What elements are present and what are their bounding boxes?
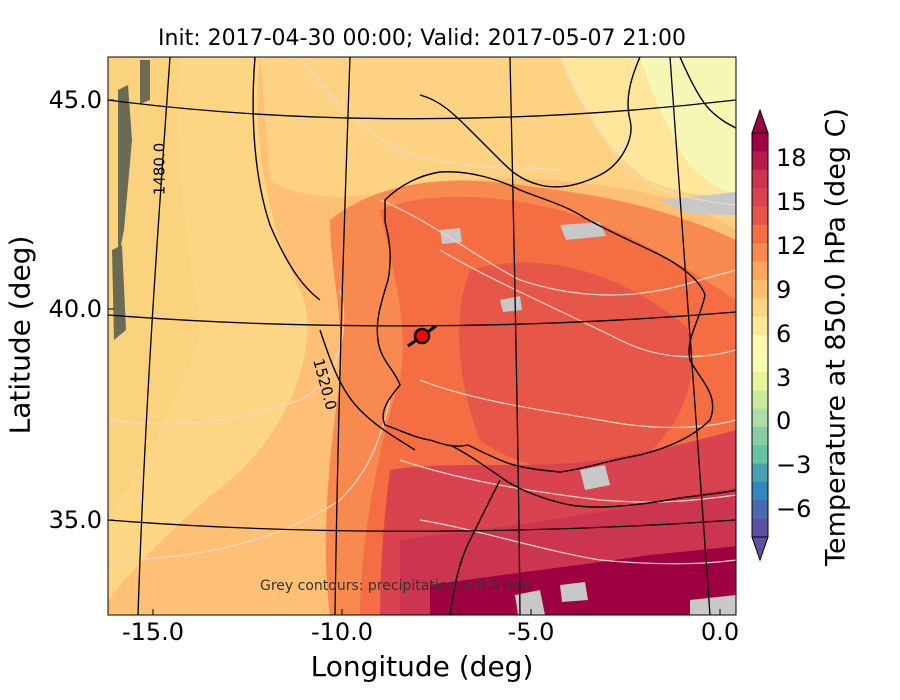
colorbar-segment <box>752 481 768 501</box>
italy-coastline <box>679 57 736 129</box>
colorbar-segment <box>752 169 768 189</box>
y-axis-label: Latitude (deg) <box>3 235 37 435</box>
colorbar-segment <box>752 133 768 152</box>
cb-tick-9: 9 <box>776 276 792 304</box>
colorbar-segment <box>752 518 768 538</box>
temperature-zone-coldest-ne <box>640 57 736 195</box>
cb-tick-12: 12 <box>776 232 807 260</box>
colorbar-segment <box>752 463 768 483</box>
iberia-coastline <box>376 171 714 473</box>
contour-label-1480: 1480.0 <box>150 142 169 196</box>
cb-tick-18: 18 <box>776 144 807 172</box>
north-africa-coastline <box>449 444 736 508</box>
geopotential-contour-1520b <box>319 329 416 451</box>
geopotential-contour-1520a <box>252 57 321 301</box>
precipitation-patches <box>440 192 736 615</box>
graticule <box>108 57 736 615</box>
colorbar-segment <box>752 151 768 171</box>
colorbar-segment <box>752 408 768 428</box>
colorbar-segment <box>752 445 768 465</box>
x-tick-minus15: -15.0 <box>121 618 185 646</box>
colorbar-label: Temperature at 850.0 hPa (deg C) <box>820 108 852 566</box>
colorbar-bottom-extend <box>751 536 769 562</box>
colorbar-segment <box>752 206 768 226</box>
colorbar-segment <box>752 279 768 299</box>
colorbar-segment <box>752 390 768 409</box>
cb-tick-6: 6 <box>776 320 792 348</box>
y-tick-35: 35.0 <box>48 506 102 534</box>
colorbar-segment <box>752 335 768 354</box>
colorbar-segment <box>752 261 768 281</box>
x-tick-0: 0.0 <box>700 618 740 646</box>
colorbar-top-extend <box>751 108 769 134</box>
map-area <box>108 57 736 615</box>
x-axis-label: Longitude (deg) <box>310 650 534 683</box>
colorbar-segment <box>752 188 768 207</box>
france-coastline <box>419 57 641 188</box>
colorbar <box>751 108 769 562</box>
coastlines <box>252 57 736 615</box>
colorbar-segment <box>752 316 768 336</box>
colorbar-segment <box>752 243 768 263</box>
colorbar-segment <box>752 298 768 318</box>
map-frame <box>107 56 737 616</box>
colorbar-strip <box>752 133 768 538</box>
cb-tick-minus3: −3 <box>776 451 812 479</box>
morocco-coastline <box>449 479 501 615</box>
y-tick-45: 45.0 <box>48 86 102 114</box>
axis-ticks <box>108 99 721 615</box>
colorbar-segment <box>752 371 768 391</box>
x-tick-minus5: -5.0 <box>507 618 555 646</box>
cb-tick-3: 3 <box>776 364 792 392</box>
cb-tick-0: 0 <box>776 407 792 435</box>
cb-tick-minus6: −6 <box>776 495 812 523</box>
colorbar-frame <box>751 132 769 538</box>
x-tick-minus10: -10.0 <box>310 618 374 646</box>
y-tick-40: 40.0 <box>48 295 102 323</box>
colorbar-segment <box>752 500 768 520</box>
location-marker[interactable] <box>407 324 437 348</box>
plot-title: Init: 2017-04-30 00:00; Valid: 2017-05-0… <box>158 26 686 51</box>
colorbar-segment <box>752 224 768 244</box>
precipitation-note: Grey contours: precipitation > 0.5 mm <box>260 578 531 594</box>
colorbar-segment <box>752 426 768 446</box>
colorbar-segment <box>752 353 768 373</box>
cb-tick-15: 15 <box>776 188 807 216</box>
